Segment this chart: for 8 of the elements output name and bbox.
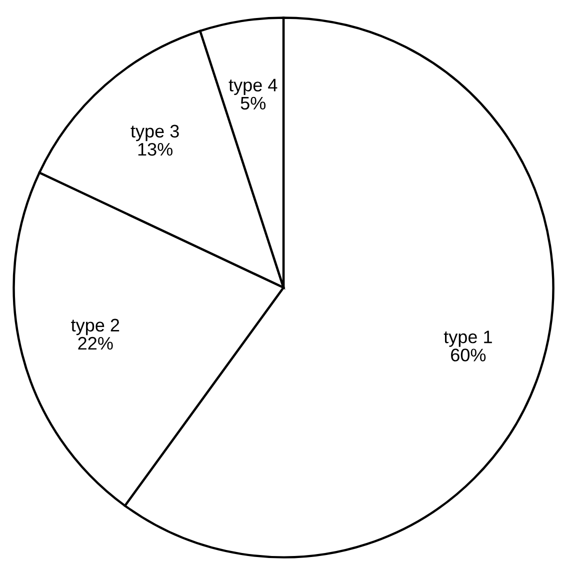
data-label: 5%	[240, 96, 266, 110]
slice-label: type 3	[130, 124, 179, 142]
slice-label: type 4	[228, 78, 278, 96]
data-label: 60%	[451, 348, 486, 362]
data-label: 22%	[78, 336, 113, 350]
slice-label: type 2	[71, 318, 120, 336]
slice-label: type 1	[444, 330, 492, 347]
data-label: 13%	[138, 142, 172, 156]
